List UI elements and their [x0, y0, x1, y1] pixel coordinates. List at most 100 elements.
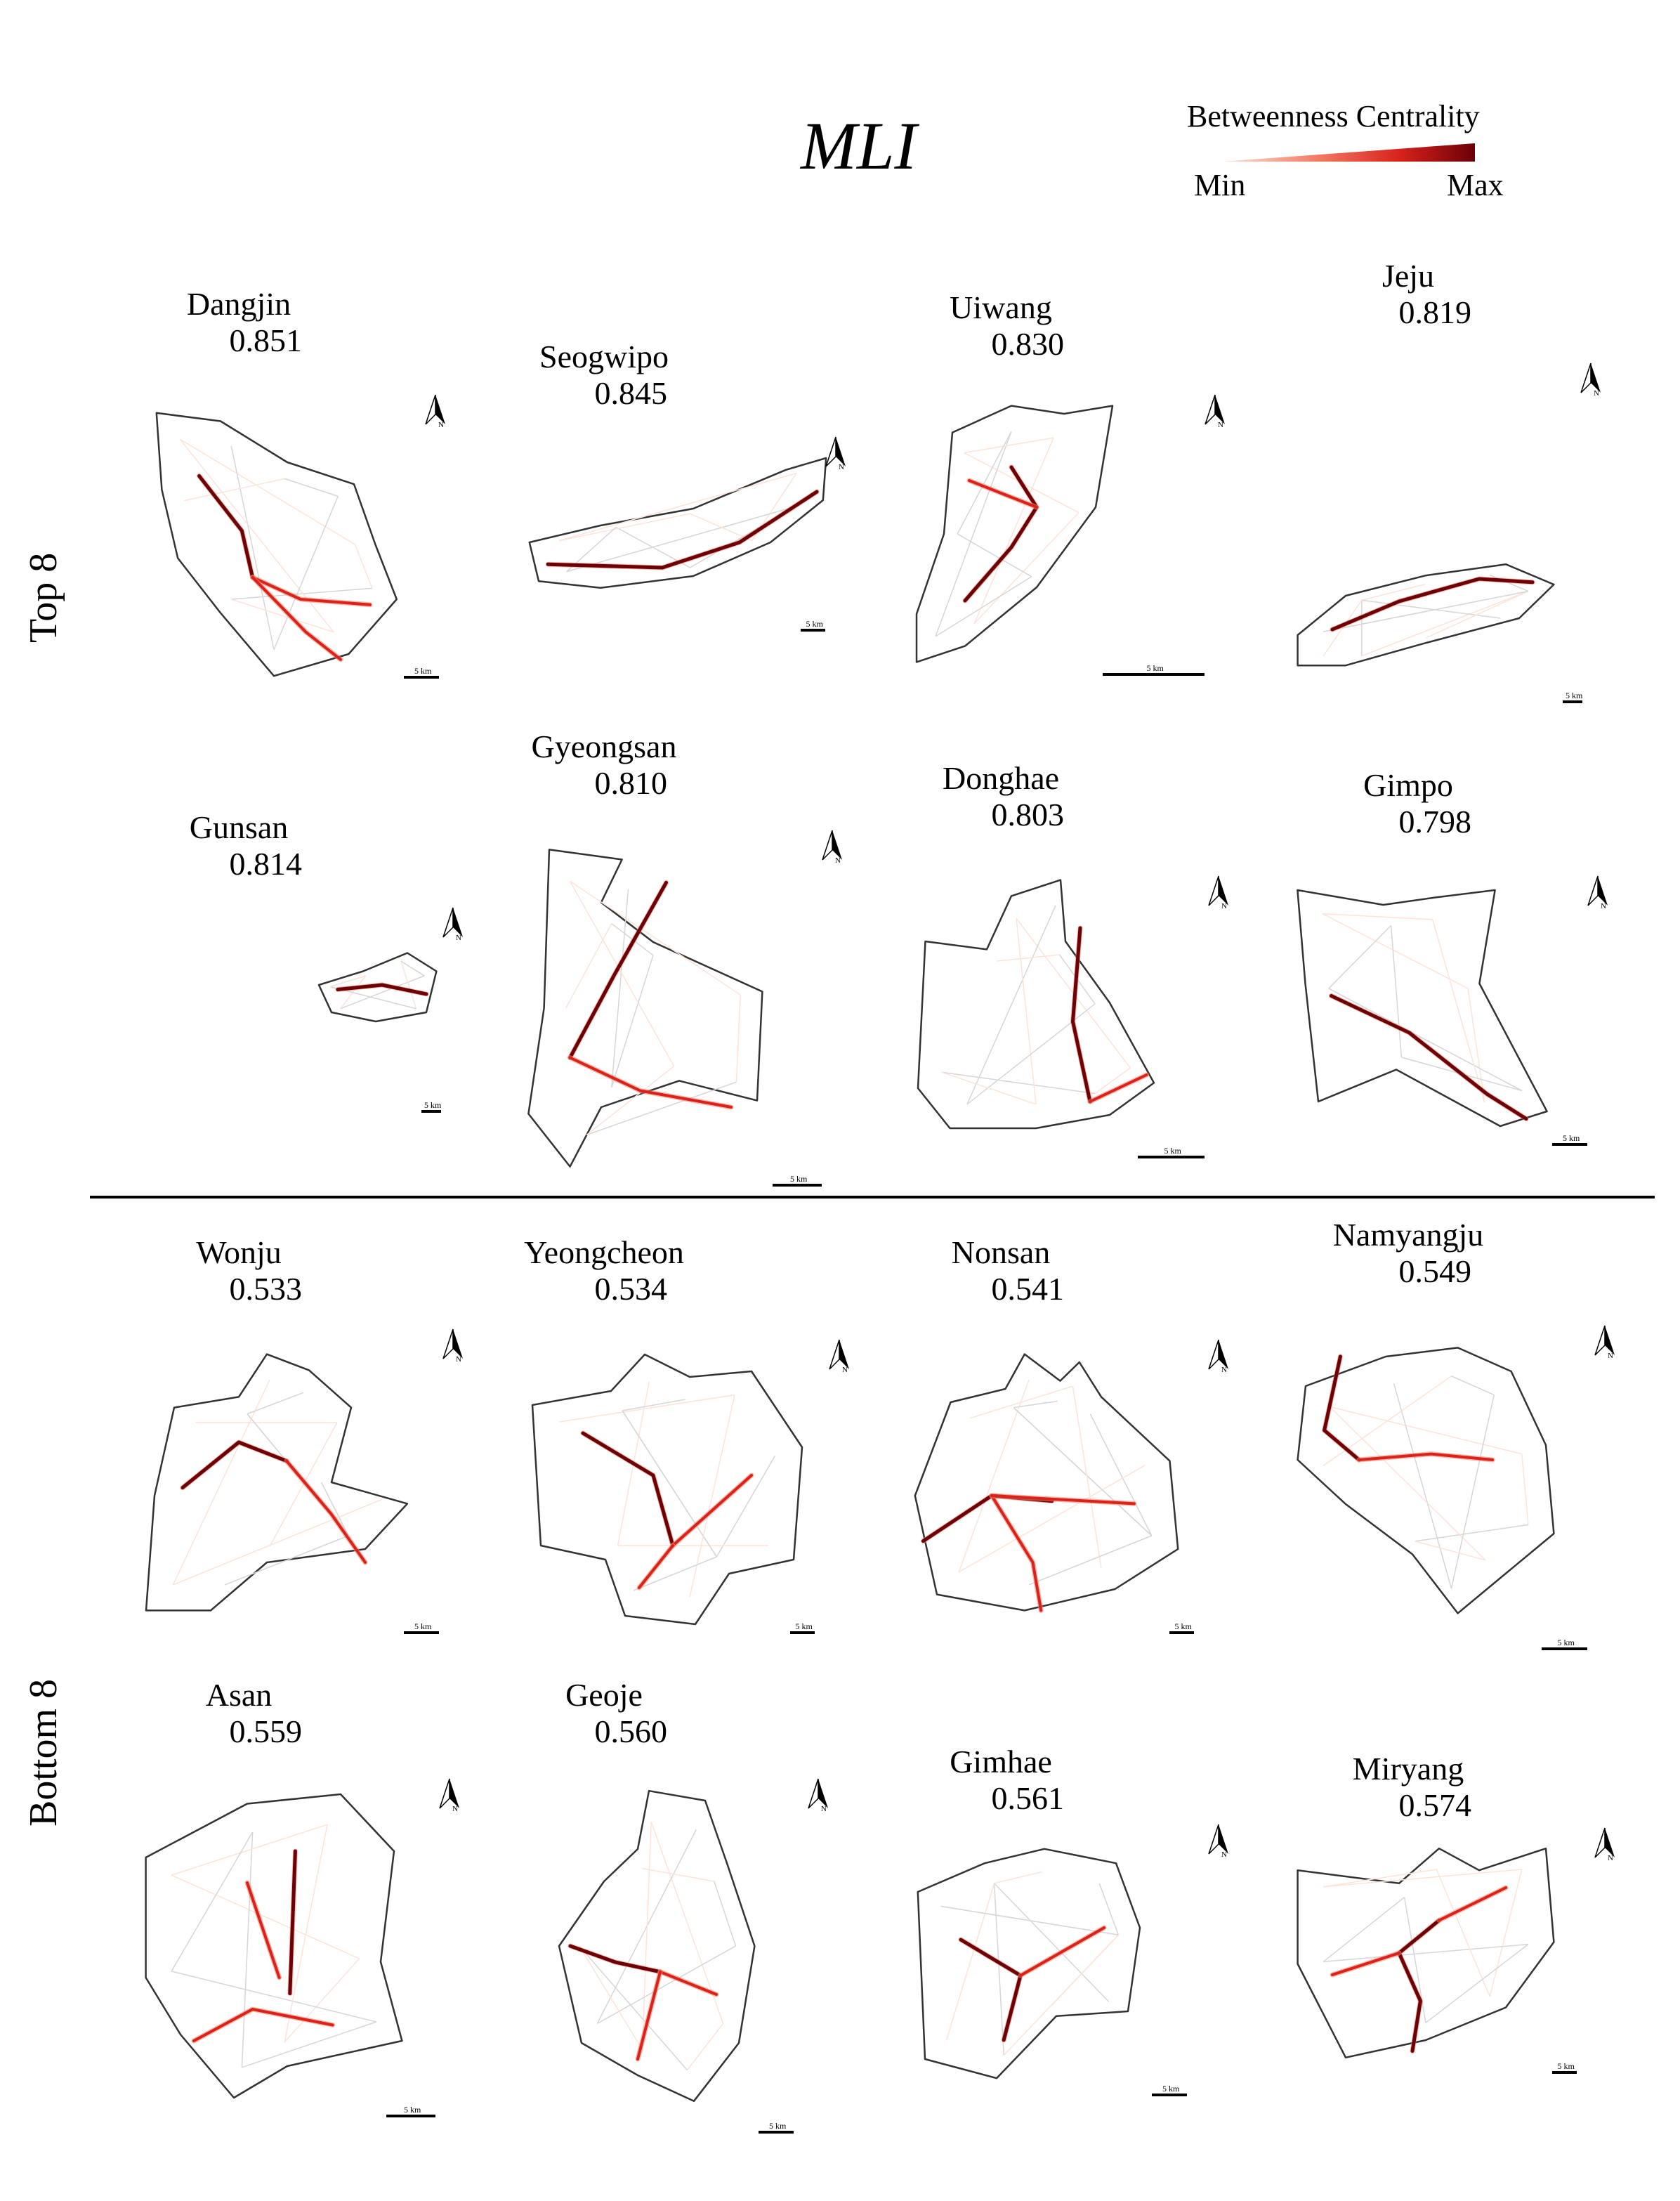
scale-label: 5 km [1146, 663, 1164, 673]
city-name: Donghae [942, 760, 1060, 796]
legend-min-label: Min [1194, 168, 1246, 202]
high-centrality-road [1323, 1354, 1361, 1462]
minor-road [1322, 913, 1433, 920]
city-boundary [145, 1353, 409, 1612]
minor-road [1013, 1400, 1058, 1409]
city-boundary [917, 1848, 1141, 2079]
minor-road [329, 975, 366, 988]
minor-road [1323, 1897, 1405, 1962]
scale-label: 5 km [1557, 1638, 1575, 1647]
city-map [914, 1353, 1179, 1613]
city-map [917, 879, 1155, 1130]
minor-road [569, 881, 675, 1067]
minor-road [284, 1958, 360, 2043]
city-map [528, 457, 827, 589]
city-name: Dangjin [186, 286, 291, 322]
high-centrality-road [1331, 1952, 1400, 1976]
minor-road [690, 513, 752, 542]
minor-road [945, 1883, 995, 2041]
minor-road [1415, 1541, 1486, 1561]
minor-road [558, 472, 797, 542]
minor-road [994, 1883, 1110, 2002]
north-arrow-icon: N [1580, 363, 1601, 397]
scale-bar [386, 2115, 435, 2117]
minor-road [966, 905, 1056, 1105]
north-arrow-icon: N [822, 830, 842, 864]
high-centrality-road [581, 1431, 675, 1548]
high-centrality-road [659, 1970, 718, 1996]
minor-road [611, 955, 654, 1088]
city-boundary [917, 879, 1155, 1130]
minor-road [735, 995, 742, 1083]
city-mli-value: 0.819 [1398, 294, 1472, 330]
minor-road [1361, 590, 1529, 657]
high-centrality-road [1330, 577, 1535, 632]
high-centrality-road [1397, 1919, 1441, 2053]
scale-bar [1169, 1631, 1194, 1634]
minor-road [1467, 988, 1485, 1103]
minor-road [1323, 1869, 1522, 1888]
north-label: N [1608, 1854, 1613, 1862]
north-label: N [835, 856, 841, 864]
city-map [1297, 1847, 1555, 2059]
city-mli-value: 0.574 [1398, 1787, 1472, 1823]
city-boundary [528, 457, 827, 589]
scale-bar [1563, 700, 1582, 703]
minor-road [586, 1066, 675, 1136]
minor-road [400, 960, 425, 977]
city-boundary [914, 1353, 1179, 1612]
group-label-top: Top 8 [22, 552, 65, 643]
minor-road [1361, 599, 1501, 619]
minor-road [171, 1831, 254, 1972]
minor-road [622, 1399, 685, 1411]
minor-road [940, 1905, 1119, 1935]
minor-road [171, 1874, 360, 1959]
legend-max-label: Max [1447, 168, 1504, 202]
minor-road [689, 1395, 735, 1598]
minor-road [1098, 1883, 1120, 1935]
minor-road [973, 437, 1054, 624]
minor-road [958, 1379, 1030, 1572]
minor-road [1436, 1869, 1490, 1997]
city-boundary [145, 1793, 403, 2099]
city-map [145, 1353, 409, 1612]
city-boundary [1297, 889, 1548, 1128]
minor-road [354, 544, 373, 589]
minor-road [558, 513, 690, 542]
minor-road [1028, 1535, 1153, 1586]
minor-road [1328, 925, 1392, 989]
north-arrow-icon: N [442, 907, 463, 941]
north-arrow-icon: N [1587, 875, 1608, 910]
minor-road [172, 1379, 270, 1586]
high-centrality-road [1358, 1452, 1494, 1461]
minor-road [340, 975, 425, 1010]
minor-road [247, 1392, 304, 1415]
minor-road [1361, 583, 1426, 601]
scale-label: 5 km [414, 666, 432, 676]
city-mli-value: 0.534 [594, 1271, 668, 1307]
north-label: N [1221, 1366, 1227, 1373]
minor-road [964, 437, 1054, 454]
city-name: Gyeongsan [531, 729, 677, 764]
minor-road [597, 1945, 736, 2025]
north-arrow-icon: N [439, 1778, 459, 1813]
city-mli-value: 0.851 [229, 322, 303, 358]
minor-road [320, 1482, 349, 1536]
minor-road [579, 1945, 688, 2071]
minor-road [1432, 919, 1485, 1103]
high-centrality-road [1071, 926, 1092, 1104]
minor-road [1323, 1943, 1528, 1963]
north-arrow-icon: N [1205, 394, 1225, 429]
minor-road [566, 506, 794, 573]
minor-road [284, 1824, 328, 2042]
minor-road [1390, 925, 1403, 1058]
north-label: N [821, 1805, 827, 1813]
scale-label: 5 km [1566, 691, 1583, 700]
city-name: Uiwang [950, 289, 1052, 325]
minor-road [1094, 1067, 1131, 1095]
minor-road [1323, 1869, 1437, 1888]
city-name: Wonju [196, 1234, 282, 1270]
city-mli-value: 0.541 [991, 1271, 1065, 1307]
scale-bar [1152, 2094, 1187, 2096]
minor-road [230, 599, 334, 633]
